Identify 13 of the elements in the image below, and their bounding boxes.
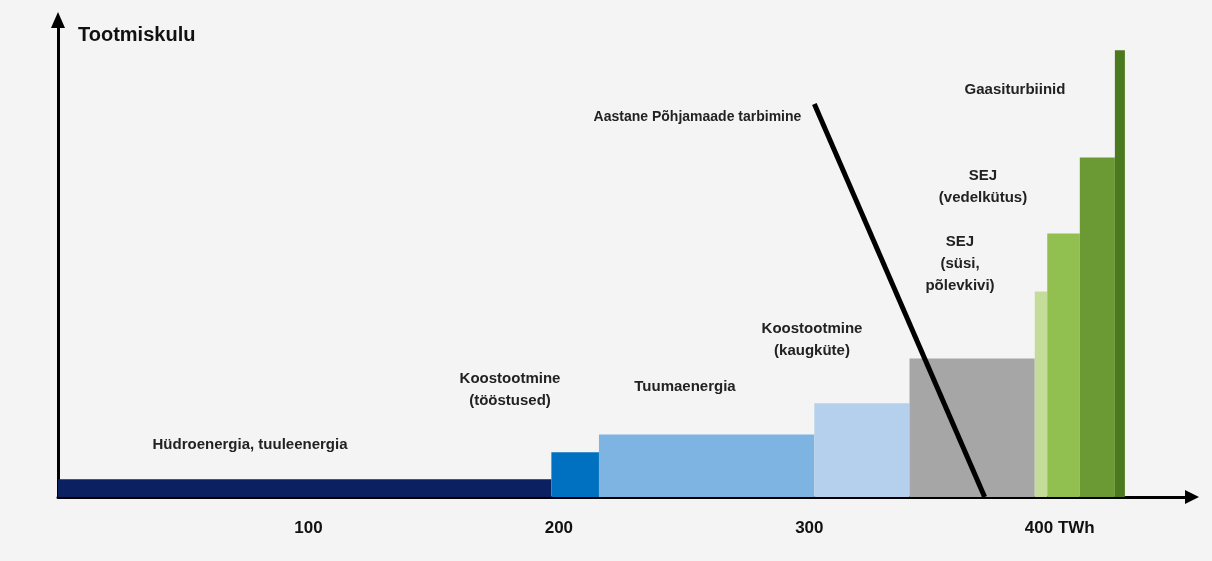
annotation: Tuumaenergia	[634, 376, 737, 394]
x-tick-label: 300	[795, 518, 824, 537]
annotation: SEJ (vedelkütus)	[938, 165, 1028, 205]
x-tick-label: 100	[294, 518, 323, 537]
annotation: Koostootmine (tööstused)	[459, 368, 561, 408]
annotation: Koostootmine (kaugküte)	[761, 318, 863, 358]
x-tick-label: 200	[544, 518, 574, 537]
annotation: SEJ (süsi, põlevkivi)	[925, 231, 995, 293]
annotation: Gaasiturbiinid	[964, 79, 1066, 97]
y-axis-title: Tootmiskulu	[78, 23, 196, 45]
annotation: Hüdroenergia, tuuleenergia	[152, 434, 349, 452]
series-label: Aastane Põhjamaade tarbimine	[593, 107, 802, 124]
x-tick-label: 400 TWh	[1024, 518, 1095, 537]
